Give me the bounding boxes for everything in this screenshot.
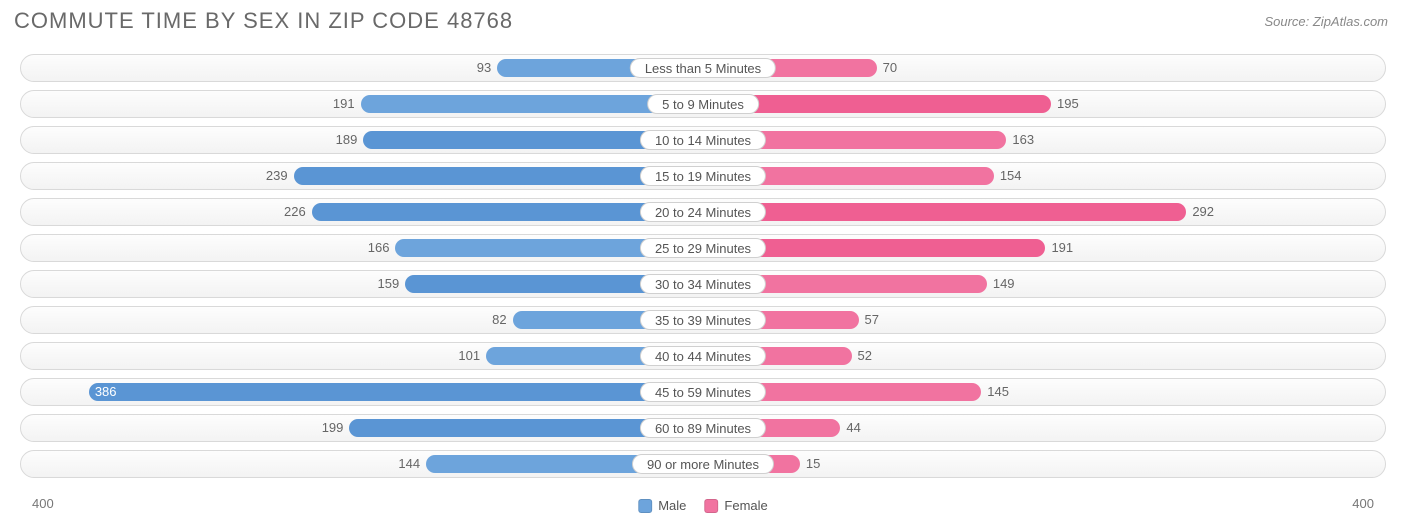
legend: Male Female xyxy=(638,498,768,513)
female-value: 195 xyxy=(1057,95,1079,113)
category-label: 30 to 34 Minutes xyxy=(640,274,766,294)
male-value: 191 xyxy=(333,95,355,113)
axis-row: 400 Male Female 400 xyxy=(20,491,1386,513)
male-value: 226 xyxy=(284,203,306,221)
male-value: 239 xyxy=(266,167,288,185)
diverging-bar-chart: 93 70 Less than 5 Minutes 191 195 5 to 9 Minu… xyxy=(20,54,1386,489)
female-value: 44 xyxy=(846,419,860,437)
male-value: 159 xyxy=(378,275,400,293)
source-attribution: Source: ZipAtlas.com xyxy=(1264,14,1388,29)
category-label: 5 to 9 Minutes xyxy=(647,94,759,114)
male-value: 93 xyxy=(477,59,491,77)
male-value: 82 xyxy=(492,311,506,329)
male-value: 101 xyxy=(458,347,480,365)
chart-row: 199 44 60 to 89 Minutes xyxy=(20,414,1386,442)
category-label: 25 to 29 Minutes xyxy=(640,238,766,258)
female-value: 70 xyxy=(883,59,897,77)
legend-item-male: Male xyxy=(638,498,686,513)
chart-title: COMMUTE TIME BY SEX IN ZIP CODE 48768 xyxy=(14,8,513,34)
chart-row: 82 57 35 to 39 Minutes xyxy=(20,306,1386,334)
male-value: 189 xyxy=(336,131,358,149)
male-value: 386 xyxy=(95,383,117,401)
female-value: 163 xyxy=(1012,131,1034,149)
female-value: 57 xyxy=(865,311,879,329)
chart-row: 159 149 30 to 34 Minutes xyxy=(20,270,1386,298)
chart-row: 386 145 45 to 59 Minutes xyxy=(20,378,1386,406)
female-value: 145 xyxy=(987,383,1009,401)
category-label: 40 to 44 Minutes xyxy=(640,346,766,366)
male-value: 144 xyxy=(398,455,420,473)
chart-row: 239 154 15 to 19 Minutes xyxy=(20,162,1386,190)
legend-item-female: Female xyxy=(704,498,767,513)
male-bar xyxy=(89,383,703,401)
axis-right-max: 400 xyxy=(1352,496,1374,511)
category-label: 35 to 39 Minutes xyxy=(640,310,766,330)
chart-row: 93 70 Less than 5 Minutes xyxy=(20,54,1386,82)
chart-row: 101 52 40 to 44 Minutes xyxy=(20,342,1386,370)
chart-row: 144 15 90 or more Minutes xyxy=(20,450,1386,478)
female-value: 149 xyxy=(993,275,1015,293)
male-value: 199 xyxy=(322,419,344,437)
female-value: 292 xyxy=(1192,203,1214,221)
category-label: Less than 5 Minutes xyxy=(630,58,776,78)
axis-left-max: 400 xyxy=(32,496,54,511)
male-swatch-icon xyxy=(638,499,652,513)
female-value: 52 xyxy=(858,347,872,365)
male-value: 166 xyxy=(368,239,390,257)
chart-row: 226 292 20 to 24 Minutes xyxy=(20,198,1386,226)
female-bar xyxy=(703,203,1186,221)
female-value: 154 xyxy=(1000,167,1022,185)
category-label: 45 to 59 Minutes xyxy=(640,382,766,402)
legend-male-label: Male xyxy=(658,498,686,513)
category-label: 20 to 24 Minutes xyxy=(640,202,766,222)
female-swatch-icon xyxy=(704,499,718,513)
category-label: 15 to 19 Minutes xyxy=(640,166,766,186)
chart-row: 189 163 10 to 14 Minutes xyxy=(20,126,1386,154)
legend-female-label: Female xyxy=(724,498,767,513)
female-value: 191 xyxy=(1051,239,1073,257)
chart-row: 191 195 5 to 9 Minutes xyxy=(20,90,1386,118)
category-label: 60 to 89 Minutes xyxy=(640,418,766,438)
female-value: 15 xyxy=(806,455,820,473)
chart-row: 166 191 25 to 29 Minutes xyxy=(20,234,1386,262)
category-label: 90 or more Minutes xyxy=(632,454,774,474)
category-label: 10 to 14 Minutes xyxy=(640,130,766,150)
